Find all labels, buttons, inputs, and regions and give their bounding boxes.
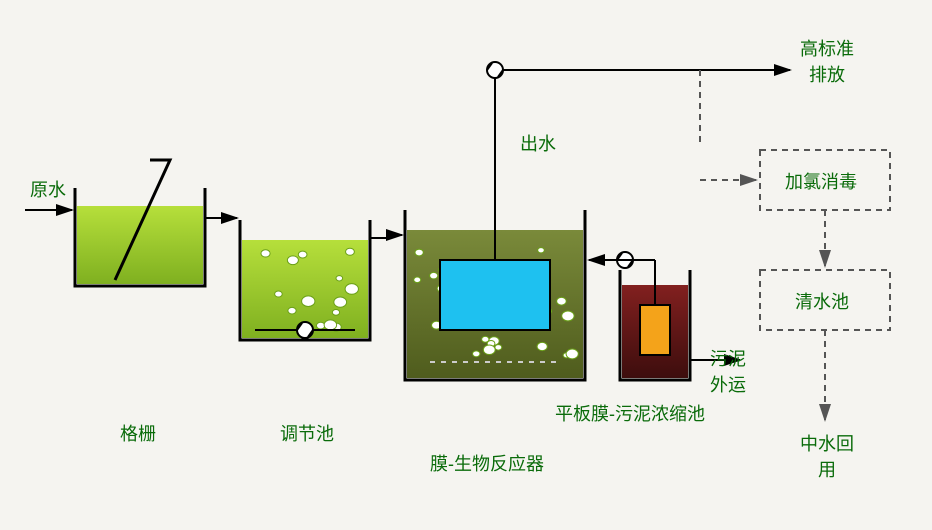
effluent-pump [487,62,503,78]
regulating-bubble [302,296,315,307]
label-chlorination: 加氯消毒 [785,168,857,194]
label-outlet-water: 出水 [520,130,556,156]
regulating-bubble [316,322,324,329]
label-reuse: 中水回 用 [800,430,854,482]
regulating-bubble [275,291,283,297]
membrane-module [440,260,550,330]
reg-aerator-pump [297,322,313,338]
regulating-bubble [298,251,307,258]
label-screen: 格栅 [120,420,156,446]
mbr-bubble [414,277,421,283]
mbr-bubble [483,345,495,355]
mbr-bubble [430,272,438,279]
mbr-bubble [557,297,567,305]
mbr-bubble [562,311,574,321]
regulating-bubble [261,250,270,257]
label-clear-tank: 清水池 [795,288,849,314]
mbr-bubble [566,349,578,359]
mbr-bubble [415,249,423,256]
regulating-bubble [334,297,347,307]
regulating-bubble [336,276,343,281]
regulating-bubble [345,284,358,295]
screen-tank-water [77,206,203,284]
mbr-bubble [473,351,480,357]
mbr-bubble [495,345,502,350]
regulating-bubble [288,307,296,314]
regulating-bubble [287,256,298,265]
flow-reg-mbr [370,235,402,238]
label-mbr: 膜-生物反应器 [430,450,544,476]
regulating-bubble [324,320,336,330]
sludge-membrane [640,305,670,355]
label-raw-water: 原水 [30,176,66,202]
label-discharge: 高标准 排放 [800,35,854,87]
label-regulating: 调节池 [280,420,334,446]
label-sludge-tank: 平板膜-污泥浓缩池 [555,400,705,426]
label-sludge-out: 污泥 外运 [710,345,746,397]
regulating-bubble [332,309,339,315]
regulating-bubble [346,248,355,255]
mbr-bubble [537,342,547,350]
mbr-bubble [538,248,545,253]
